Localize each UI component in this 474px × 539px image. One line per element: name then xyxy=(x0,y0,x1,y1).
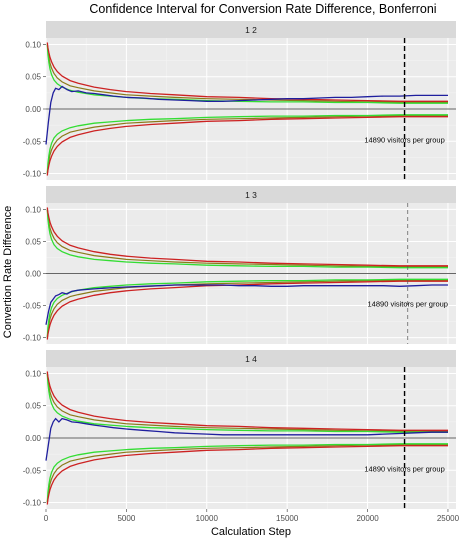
chart-title: Confidence Interval for Conversion Rate … xyxy=(89,2,436,16)
green-lower-bound-line xyxy=(46,278,448,338)
panel-1: 1 2 -0.10 -0.05 0.00 0.05 0.10 14890 visitors … xyxy=(23,21,456,180)
y-tick-label: 0.10 xyxy=(25,40,41,49)
difference-series-line xyxy=(45,417,448,461)
panel-2: 1 3 -0.10 -0.05 0.00 0.05 0.10 14890 visitors … xyxy=(23,186,456,344)
green-lower-bound-line xyxy=(46,114,448,174)
sample-size-annotation: 14890 visitors per group xyxy=(364,135,444,144)
panel-strip-label: 1 4 xyxy=(245,354,257,364)
olive-lower-bound-line xyxy=(46,443,448,503)
red-lower-bound-line xyxy=(46,445,448,505)
y-tick-label: -0.10 xyxy=(23,334,42,343)
olive-lower-bound-line xyxy=(46,114,448,174)
red-upper-bound-line xyxy=(46,42,448,102)
green-upper-bound-line xyxy=(46,373,448,433)
y-tick-label: 0.05 xyxy=(25,237,41,246)
panel-strip-label: 1 3 xyxy=(245,190,257,200)
y-axis-title: Convertion Rate Difference xyxy=(2,206,14,338)
x-axis-title: Calculation Step xyxy=(211,526,291,538)
y-tick-label: -0.05 xyxy=(23,302,42,311)
x-tick-label: 15000 xyxy=(276,514,299,523)
x-tick-label: 20000 xyxy=(356,514,379,523)
y-tick-label: -0.05 xyxy=(23,466,42,475)
red-upper-bound-line xyxy=(46,207,448,267)
y-tick-label: -0.05 xyxy=(23,137,42,146)
y-tick-label: 0.10 xyxy=(25,205,41,214)
x-tick-label: 5000 xyxy=(117,514,135,523)
olive-upper-bound-line xyxy=(46,44,448,104)
sample-size-annotation: 14890 visitors per group xyxy=(364,464,444,473)
green-upper-bound-line xyxy=(46,209,448,269)
green-lower-bound-line xyxy=(46,443,448,503)
x-tick-label: 10000 xyxy=(196,514,219,523)
y-tick-label: -0.10 xyxy=(23,170,42,179)
y-tick-label: -0.10 xyxy=(23,499,42,508)
x-tick-label: 25000 xyxy=(437,514,460,523)
y-tick-label: 0.00 xyxy=(25,270,41,279)
y-tick-label: 0.00 xyxy=(25,105,41,114)
panel-strip-label: 1 2 xyxy=(245,25,257,35)
red-lower-bound-line xyxy=(46,116,448,176)
x-tick-label: 0 xyxy=(44,514,49,523)
y-tick-label: 0.05 xyxy=(25,73,41,82)
panel-strip xyxy=(46,21,456,38)
red-upper-bound-line xyxy=(46,371,448,431)
panel-strip xyxy=(46,350,456,367)
difference-series-line xyxy=(45,284,448,325)
olive-lower-bound-line xyxy=(46,279,448,338)
y-tick-label: 0.05 xyxy=(25,402,41,411)
panels-layer: 1 2 -0.10 -0.05 0.00 0.05 0.10 14890 visitors … xyxy=(23,21,460,523)
red-lower-bound-line xyxy=(46,280,448,340)
sample-size-annotation: 14890 visitors per group xyxy=(368,300,448,309)
olive-upper-bound-line xyxy=(46,209,448,268)
olive-upper-bound-line xyxy=(46,373,448,433)
difference-series-line xyxy=(45,85,448,145)
panel-3: 1 4 -0.10 -0.05 0.00 0.05 0.10 14890 visitors … xyxy=(23,350,456,509)
y-tick-label: 0.10 xyxy=(25,369,41,378)
y-tick-label: 0.00 xyxy=(25,434,41,443)
panel-strip xyxy=(46,186,456,203)
